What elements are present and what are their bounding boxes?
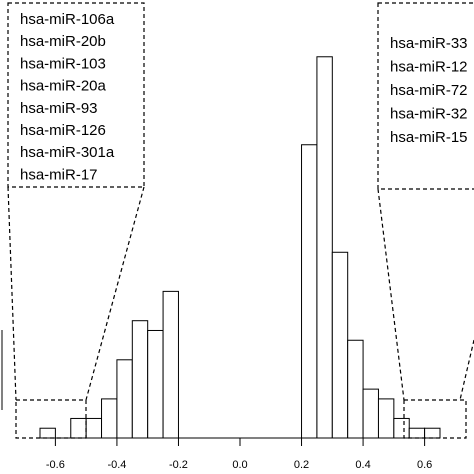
right-tail-bracket bbox=[403, 399, 467, 439]
histogram-bar bbox=[85, 417, 103, 439]
mirna-label: hsa-miR-15 bbox=[390, 129, 468, 146]
histogram-bar bbox=[347, 339, 364, 439]
left-connector-right bbox=[85, 186, 145, 401]
left-label-list: hsa-miR-106a hsa-miR-20b hsa-miR-103 hsa-mi… bbox=[20, 11, 115, 183]
mirna-label: hsa-miR-32 bbox=[390, 106, 468, 123]
mirna-label: hsa-miR-12 bbox=[390, 59, 468, 76]
histogram-bar bbox=[362, 388, 379, 439]
histogram-bar bbox=[424, 427, 441, 439]
mirna-label: hsa-miR-301a bbox=[20, 144, 115, 161]
mirna-label: hsa-miR-93 bbox=[20, 100, 98, 117]
histogram-bar bbox=[101, 398, 118, 439]
right-annotation: hsa-miR-33 hsa-miR-12 hsa-miR-72 hsa-miR-32… bbox=[377, 2, 474, 439]
right-connector-left bbox=[377, 188, 405, 401]
histogram-bar bbox=[301, 144, 318, 439]
left-annotation: hsa-miR-106a hsa-miR-20b hsa-miR-103 hsa-mi… bbox=[7, 2, 145, 439]
x-tick-label: 0.0 bbox=[232, 459, 247, 471]
x-tick-label: -0.6 bbox=[46, 459, 65, 471]
histogram-bar bbox=[39, 427, 56, 439]
x-tick-label: 0.4 bbox=[355, 459, 370, 471]
left-connector-left bbox=[7, 186, 17, 401]
histogram-bar bbox=[408, 427, 426, 439]
x-tick-label: -0.4 bbox=[107, 459, 126, 471]
right-label-list: hsa-miR-33 hsa-miR-12 hsa-miR-72 hsa-miR-32… bbox=[390, 35, 468, 146]
mirna-label: hsa-miR-17 bbox=[20, 166, 98, 183]
histogram-bar bbox=[131, 320, 149, 439]
x-tick-label: 0.6 bbox=[417, 459, 432, 471]
mirna-label: hsa-miR-103 bbox=[20, 55, 106, 72]
histogram-bar bbox=[331, 251, 349, 439]
mirna-label: hsa-miR-20a bbox=[20, 78, 107, 95]
histogram-bar bbox=[162, 290, 179, 439]
x-tick-label: 0.2 bbox=[294, 459, 309, 471]
histogram-bar bbox=[316, 56, 333, 439]
mirna-label: hsa-miR-20b bbox=[20, 33, 106, 50]
mirna-label: hsa-miR-72 bbox=[390, 82, 468, 99]
mirna-label: hsa-miR-126 bbox=[20, 122, 106, 139]
mirna-label: hsa-miR-106a bbox=[20, 11, 115, 28]
x-tick-label: -0.2 bbox=[169, 459, 188, 471]
histogram-bar bbox=[377, 398, 395, 439]
histogram-bar bbox=[393, 417, 410, 439]
left-tail-bracket bbox=[15, 399, 87, 439]
right-connector-right bbox=[459, 339, 474, 401]
x-axis-ticks: -0.6 -0.4 -0.2 0.0 0.2 0.4 0.6 bbox=[46, 438, 432, 471]
left-label-box bbox=[7, 2, 145, 188]
bars-group bbox=[39, 56, 441, 439]
mirna-label: hsa-miR-33 bbox=[390, 35, 468, 52]
histogram-bar bbox=[70, 417, 87, 439]
histogram-bar bbox=[147, 329, 164, 439]
right-label-box bbox=[377, 2, 474, 190]
histogram-bar bbox=[116, 359, 133, 439]
